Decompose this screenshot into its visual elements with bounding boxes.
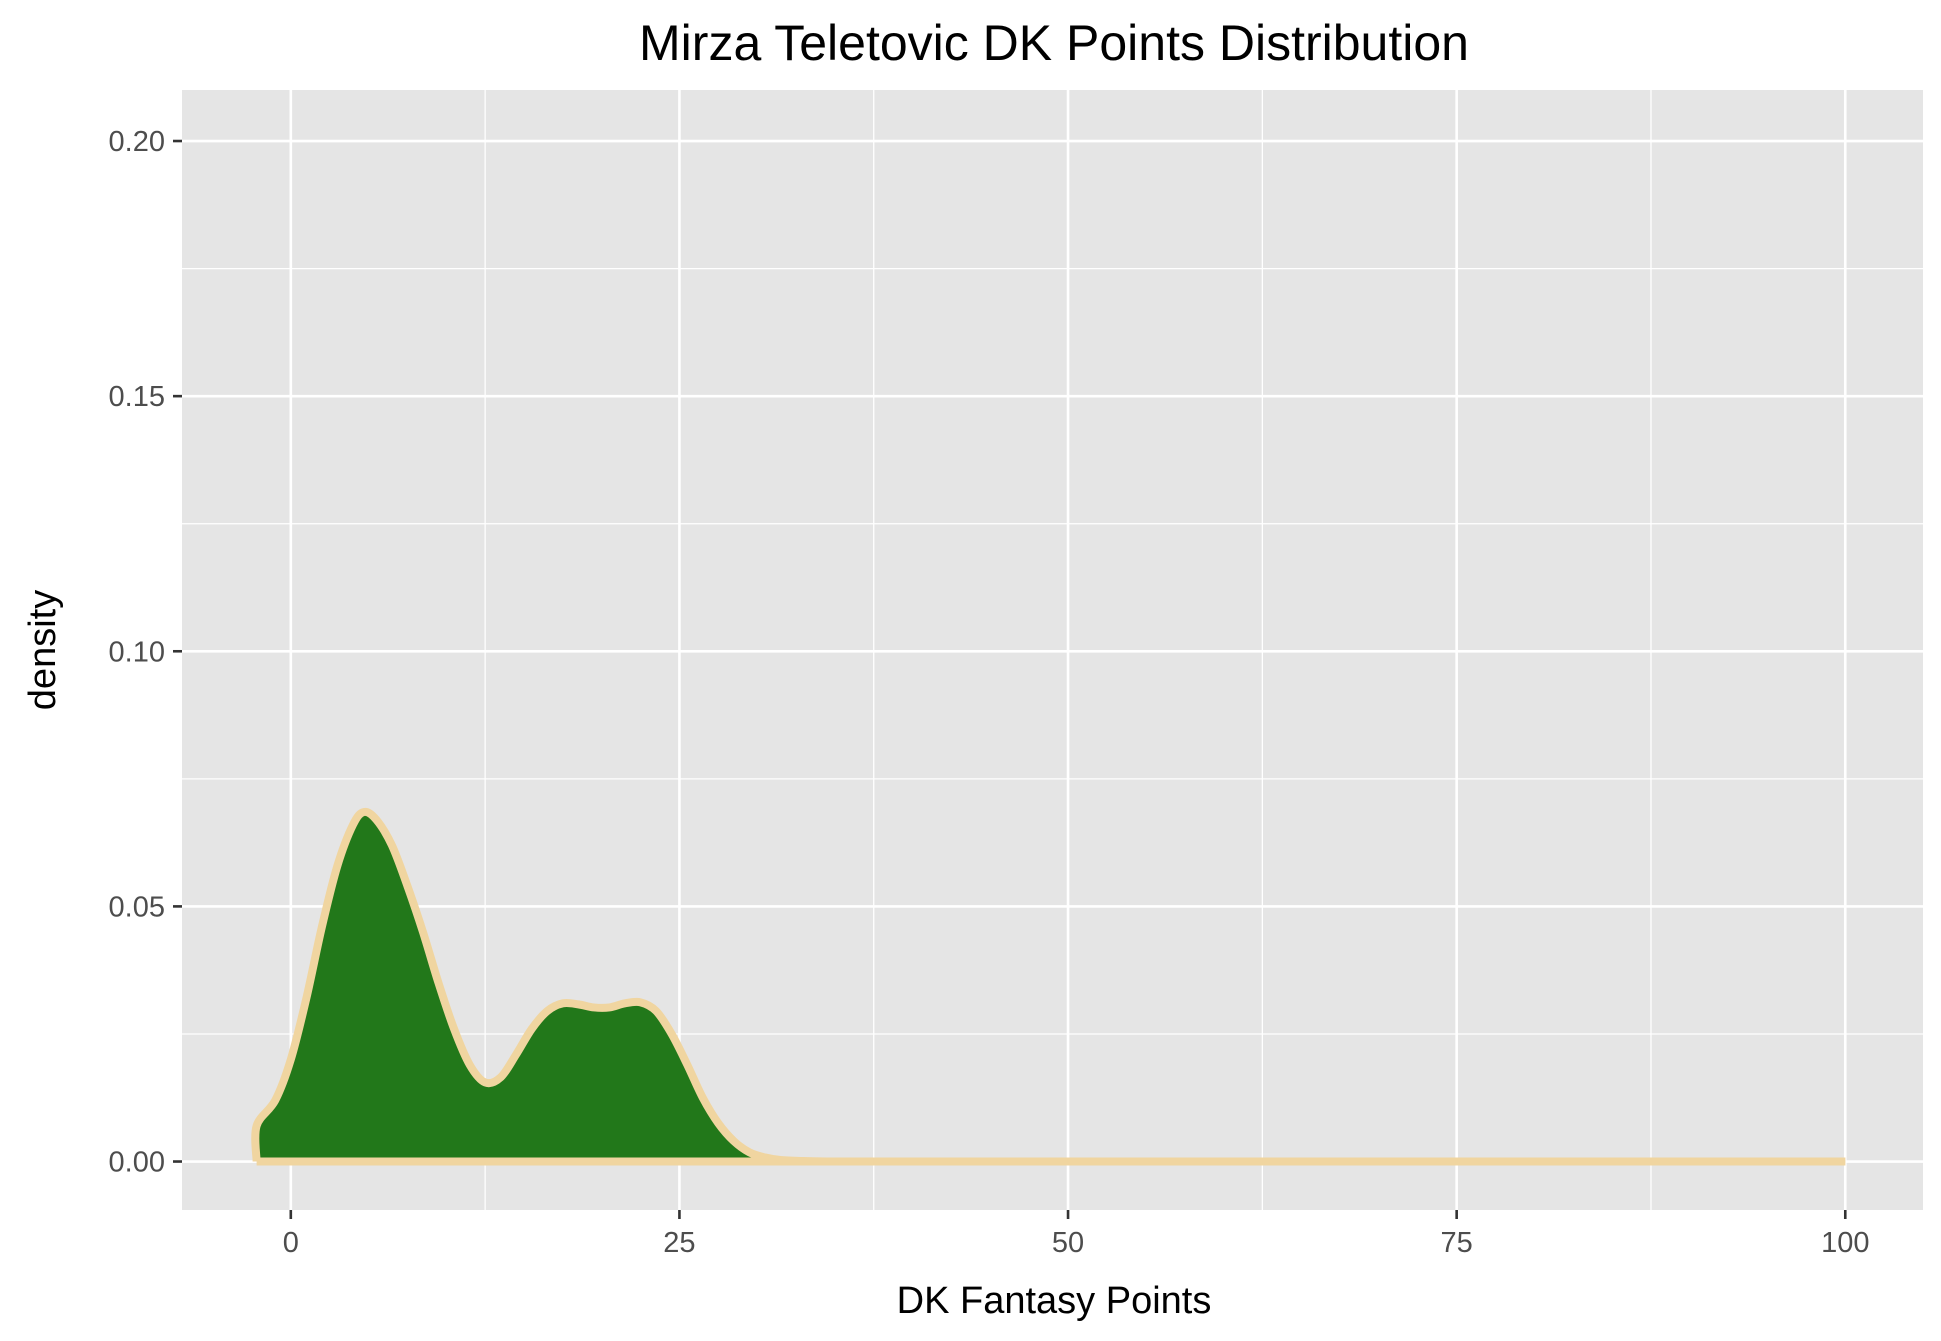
y-tick-label: 0.00 (109, 1147, 165, 1179)
y-tick-label: 0.10 (109, 636, 165, 668)
x-tick-label: 0 (283, 1227, 299, 1259)
x-tick-label: 50 (1052, 1227, 1084, 1259)
x-tick-label: 25 (663, 1227, 695, 1259)
y-axis: 0.00 0.05 0.10 0.15 0.20 (109, 126, 182, 1179)
x-tick-label: 75 (1441, 1227, 1473, 1259)
y-axis-title: density (22, 590, 64, 710)
y-tick-label: 0.20 (109, 126, 165, 158)
y-tick-label: 0.05 (109, 891, 165, 923)
x-axis: 0 25 50 75 100 (283, 1210, 1869, 1259)
x-axis-title: DK Fantasy Points (897, 1280, 1212, 1322)
chart-title: Mirza Teletovic DK Points Distribution (639, 15, 1469, 71)
density-area (255, 811, 1846, 1162)
density-layer (251, 807, 1846, 1166)
x-tick-label: 100 (1821, 1227, 1869, 1259)
y-tick-label: 0.15 (109, 381, 165, 413)
